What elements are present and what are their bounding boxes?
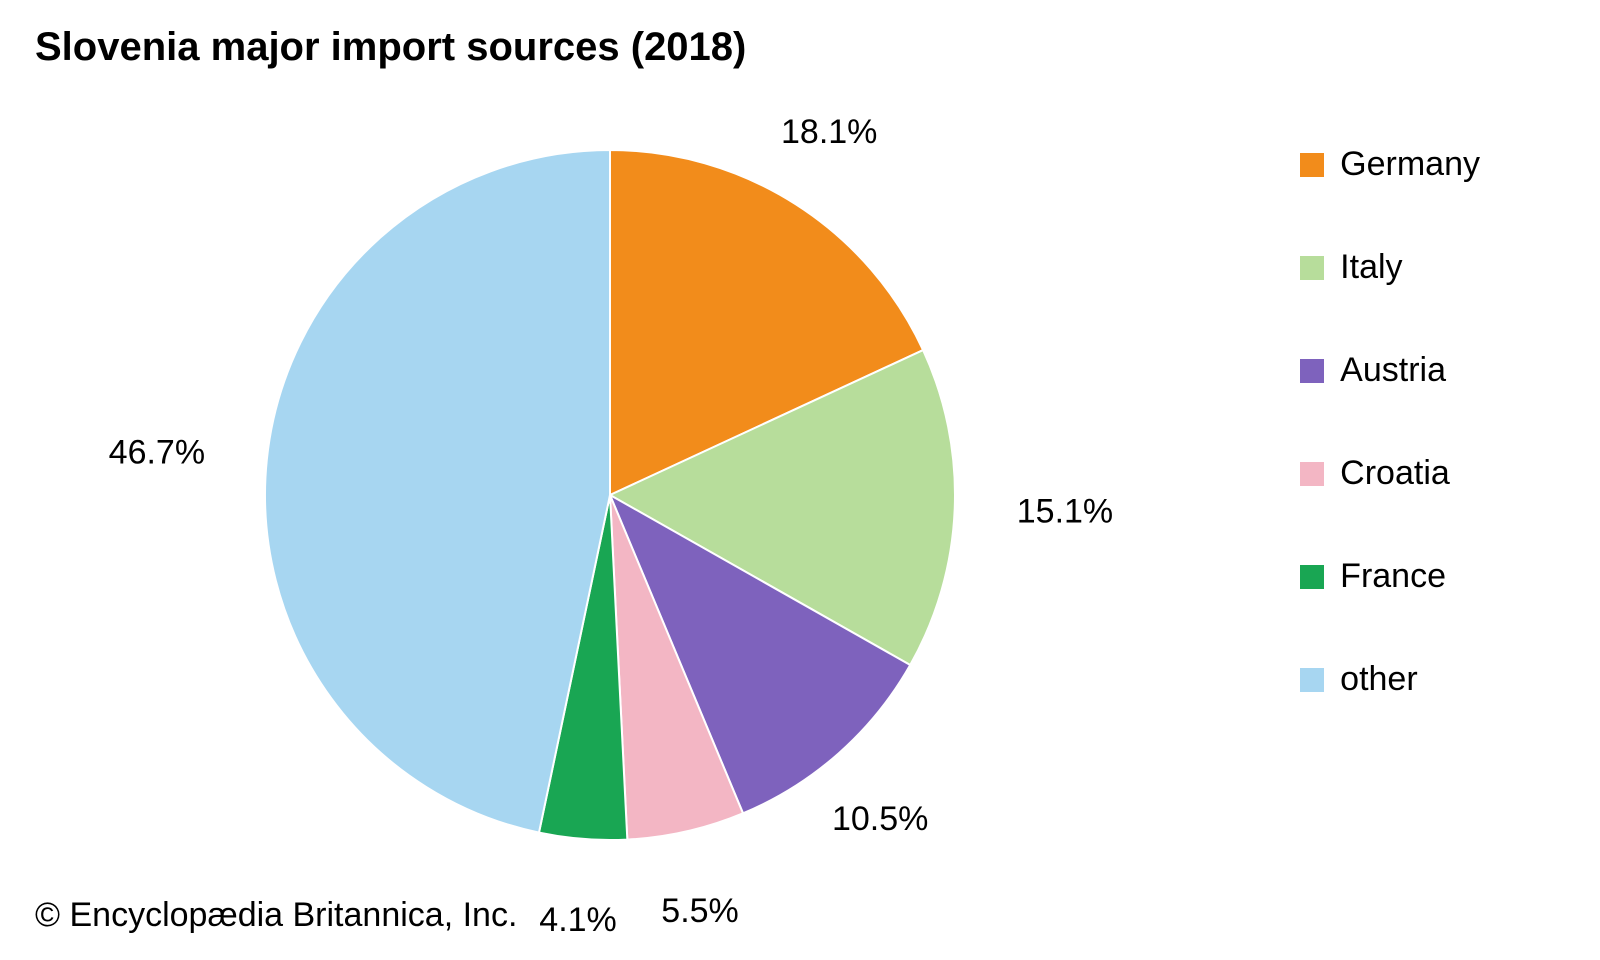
chart-container: Slovenia major import sources (2018) 18.… [0, 0, 1600, 960]
legend-swatch-other [1300, 668, 1324, 692]
legend-label-croatia: Croatia [1340, 454, 1450, 493]
legend-label-france: France [1340, 557, 1446, 596]
legend-swatch-austria [1300, 359, 1324, 383]
legend-swatch-germany [1300, 153, 1324, 177]
slice-label-austria: 10.5% [832, 800, 928, 839]
legend-label-other: other [1340, 660, 1418, 699]
legend-item-croatia: Croatia [1300, 454, 1480, 493]
pie-svg [80, 110, 1180, 890]
legend-swatch-croatia [1300, 462, 1324, 486]
legend-swatch-italy [1300, 256, 1324, 280]
copyright-text: © Encyclopædia Britannica, Inc. [35, 896, 517, 935]
slice-label-germany: 18.1% [781, 113, 877, 152]
slice-label-croatia: 5.5% [661, 892, 739, 931]
pie-slice-other [265, 150, 610, 833]
legend: Germany Italy Austria Croatia France other [1300, 145, 1480, 763]
legend-item-france: France [1300, 557, 1480, 596]
pie-chart: 18.1%15.1%10.5%5.5%4.1%46.7% [80, 110, 1180, 890]
chart-title: Slovenia major import sources (2018) [35, 25, 746, 70]
legend-item-other: other [1300, 660, 1480, 699]
legend-label-austria: Austria [1340, 351, 1446, 390]
legend-item-germany: Germany [1300, 145, 1480, 184]
legend-swatch-france [1300, 565, 1324, 589]
slice-label-italy: 15.1% [1017, 492, 1113, 531]
slice-label-france: 4.1% [539, 901, 617, 940]
legend-item-austria: Austria [1300, 351, 1480, 390]
legend-label-germany: Germany [1340, 145, 1480, 184]
legend-item-italy: Italy [1300, 248, 1480, 287]
legend-label-italy: Italy [1340, 248, 1402, 287]
slice-label-other: 46.7% [109, 433, 205, 472]
